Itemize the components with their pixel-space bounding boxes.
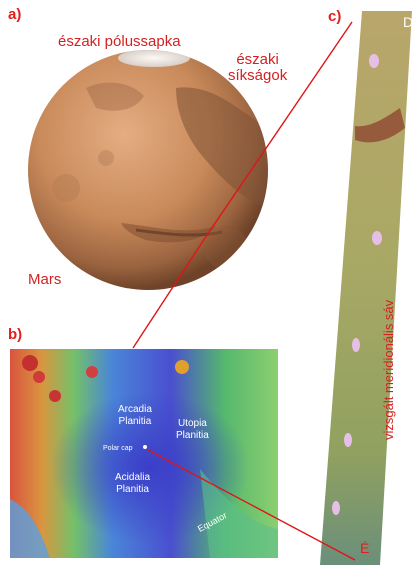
panel-b-label: b) [8, 326, 23, 343]
north-plains-label: északi síkságok [228, 51, 288, 84]
panel-c-label: c) [328, 8, 342, 25]
arcadia-label: Arcadia Planitia [118, 404, 152, 427]
acidalia-label: Acidalia Planitia [115, 472, 151, 495]
panel-a-label: a) [8, 6, 22, 23]
globe-to-strip-line [204, 21, 353, 239]
north-cap-label: északi pólussapka [58, 33, 181, 50]
strip-top-letter: D [403, 14, 414, 30]
polar-cap-label: Polar cap [103, 445, 133, 452]
strip-bottom-letter: É [360, 540, 370, 556]
globe-to-map-line [132, 237, 206, 349]
planet-label: Mars [28, 271, 62, 288]
meridional-strip [320, 11, 412, 565]
utopia-label: Utopia Planitia [176, 418, 209, 441]
mars-globe [28, 50, 268, 290]
topographic-map [10, 349, 278, 558]
map-to-strip-line [147, 449, 356, 561]
